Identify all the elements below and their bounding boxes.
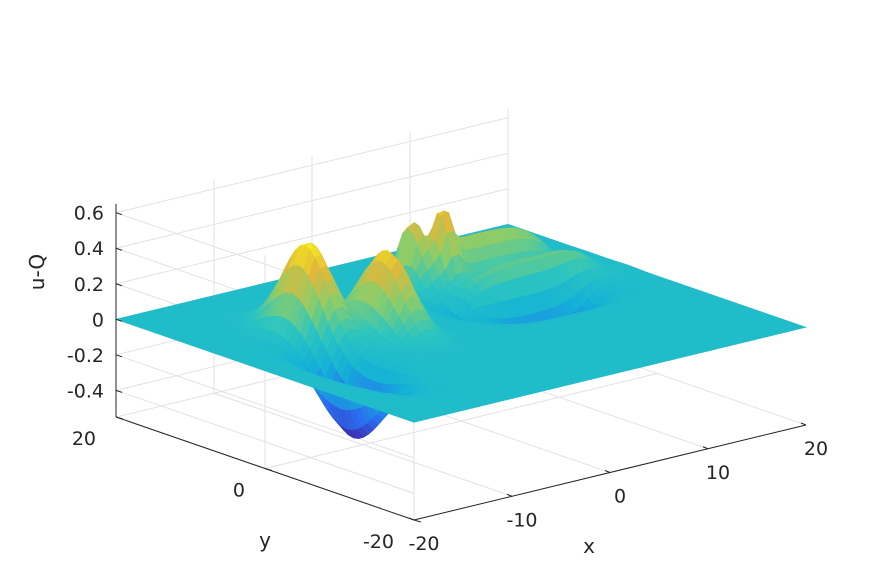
z-tick	[115, 247, 123, 251]
x-tick-label: -10	[506, 509, 537, 531]
surface-mesh	[114, 210, 808, 440]
x-tick	[408, 517, 415, 521]
grid-line	[115, 117, 509, 214]
axes-lines	[115, 203, 807, 523]
y-axis-label: y	[259, 528, 271, 552]
z-tick	[115, 318, 123, 322]
z-tick	[115, 354, 123, 358]
x-tick-label: 20	[804, 438, 828, 460]
grid-line	[264, 373, 658, 469]
y-tick	[413, 519, 422, 523]
grid-line	[115, 389, 415, 494]
z-tick-label: -0.2	[67, 345, 104, 367]
y-tick-labels: -20 0 20	[72, 428, 394, 553]
x-tick-labels: -20 -10 0 10 20	[408, 438, 828, 555]
y-tick-label: 20	[72, 428, 96, 450]
z-tick-label: 0.2	[74, 274, 104, 296]
x-tick	[506, 493, 513, 497]
z-tick-label: 0.4	[74, 238, 104, 260]
z-tick-label: 0	[92, 309, 104, 331]
y-tick-label: -20	[363, 531, 394, 553]
x-tick	[604, 470, 611, 473]
x-tick-label: 0	[614, 486, 626, 508]
x-tick-label: -20	[408, 533, 439, 555]
z-tick	[115, 212, 123, 216]
x-tick	[702, 446, 709, 450]
z-tick-labels: -0.4 -0.2 0 0.2 0.4 0.6	[67, 203, 104, 403]
surface-patch	[793, 325, 808, 330]
z-tick-label: -0.4	[67, 380, 104, 402]
grid-line	[115, 188, 509, 285]
y-tick	[115, 416, 124, 420]
y-tick	[264, 468, 273, 471]
grid-line	[115, 152, 509, 249]
z-tick-label: 0.6	[74, 203, 104, 225]
x-tick-label: 10	[706, 462, 730, 484]
z-tick	[115, 389, 123, 393]
x-axis-label: x	[583, 534, 595, 558]
x-tick	[800, 422, 807, 426]
z-tick	[115, 283, 123, 287]
z-axis-label: u-Q	[25, 254, 49, 290]
grid-line	[115, 354, 415, 459]
y-tick-label: 0	[233, 480, 245, 502]
